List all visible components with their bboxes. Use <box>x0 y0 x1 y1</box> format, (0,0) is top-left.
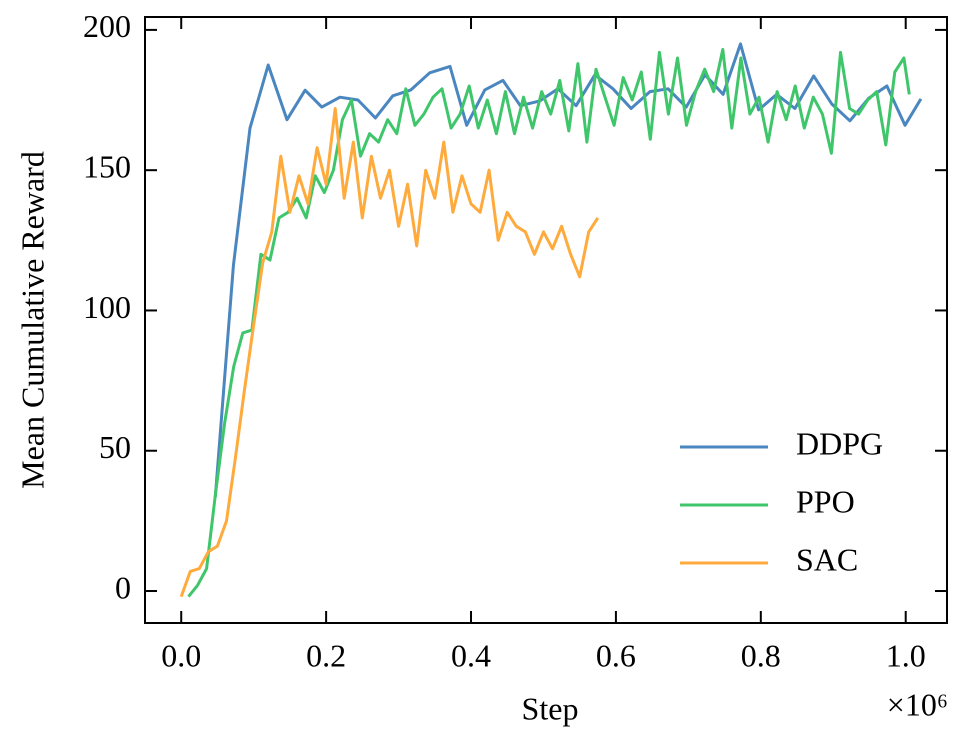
x-tick-label: 0.6 <box>596 637 636 673</box>
y-tick-label: 50 <box>99 429 131 465</box>
x-tick-label: 0.2 <box>306 637 346 673</box>
x-offset-label: ×10⁶ <box>887 686 948 722</box>
series-line <box>213 42 923 498</box>
x-axis-label: Step <box>522 690 579 726</box>
x-tick-label: 0.0 <box>161 637 201 673</box>
x-tick-label: 1.0 <box>886 637 926 673</box>
y-tick-label: 150 <box>83 149 131 185</box>
y-tick-label: 100 <box>83 289 131 325</box>
legend-label: DDPG <box>796 425 883 461</box>
legend-label: SAC <box>796 541 858 577</box>
plot-frame <box>144 16 948 624</box>
x-tick-label: 0.8 <box>741 637 781 673</box>
x-tick-label: 0.4 <box>451 637 491 673</box>
y-axis-label: Mean Cumulative Reward <box>14 151 50 489</box>
legend-label: PPO <box>796 483 855 519</box>
y-tick-label: 0 <box>115 569 131 605</box>
y-tick-label: 200 <box>83 8 131 44</box>
series-line <box>179 107 600 598</box>
